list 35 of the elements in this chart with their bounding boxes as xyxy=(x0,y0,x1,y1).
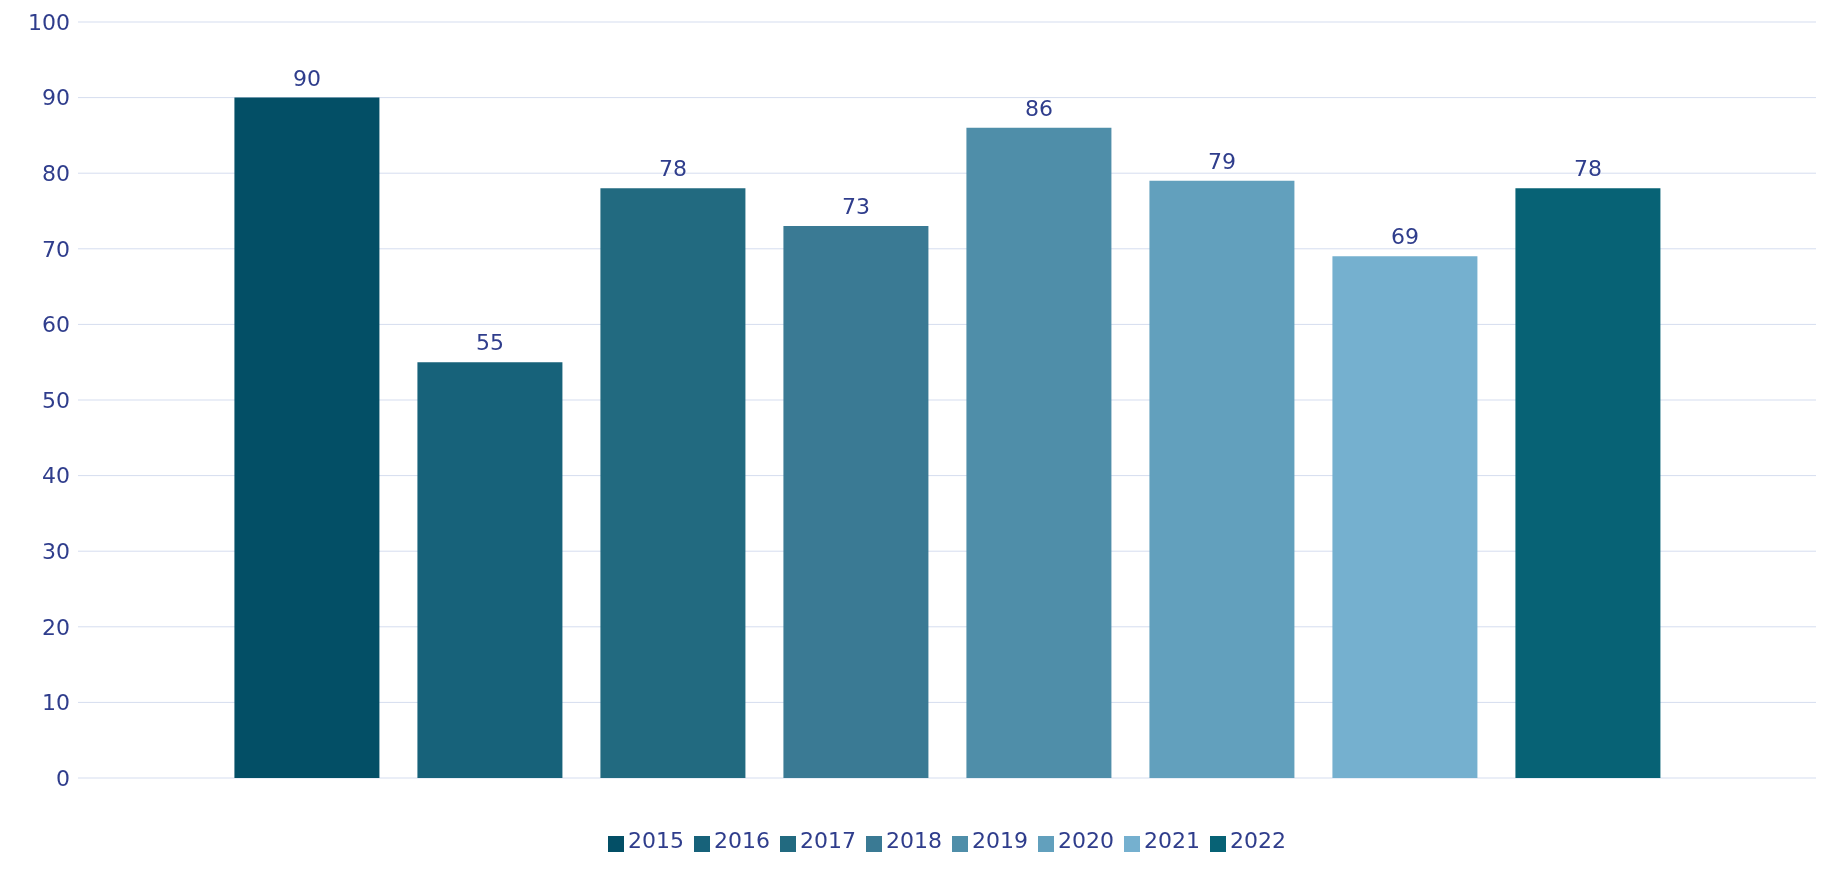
data-label: 69 xyxy=(1390,224,1419,250)
legend-label: 2020 xyxy=(1058,828,1114,853)
bar xyxy=(1515,188,1661,778)
y-tick-label: 60 xyxy=(42,312,70,338)
legend-label: 2022 xyxy=(1230,828,1286,853)
data-label: 55 xyxy=(475,330,504,356)
data-label: 79 xyxy=(1207,148,1236,174)
y-tick-label: 40 xyxy=(42,463,70,489)
data-label: 78 xyxy=(1573,156,1602,182)
y-tick-label: 30 xyxy=(42,539,70,565)
data-label: 73 xyxy=(841,194,870,220)
bar xyxy=(966,127,1112,778)
data-label: 78 xyxy=(658,156,687,182)
legend-label: 2015 xyxy=(628,828,684,853)
legend-label: 2017 xyxy=(800,828,856,853)
legend-label: 2019 xyxy=(972,828,1028,853)
y-tick-label: 10 xyxy=(42,690,70,716)
bar xyxy=(1332,256,1478,778)
legend-label: 2018 xyxy=(886,828,942,853)
legend-label: 2021 xyxy=(1144,828,1200,853)
y-tick-label: 20 xyxy=(42,614,70,640)
y-tick-label: 0 xyxy=(56,765,70,791)
bar xyxy=(600,188,746,778)
y-tick-label: 100 xyxy=(28,9,70,35)
y-tick-label: 50 xyxy=(42,387,70,413)
bar xyxy=(417,362,563,778)
bar xyxy=(1149,180,1295,778)
y-tick-label: 80 xyxy=(42,161,70,187)
y-tick-label: 90 xyxy=(42,85,70,111)
y-tick-label: 70 xyxy=(42,236,70,262)
data-label: 90 xyxy=(292,65,321,91)
data-label: 86 xyxy=(1024,95,1053,121)
bar xyxy=(234,97,380,778)
legend-label: 2016 xyxy=(714,828,770,853)
bar xyxy=(783,226,929,778)
